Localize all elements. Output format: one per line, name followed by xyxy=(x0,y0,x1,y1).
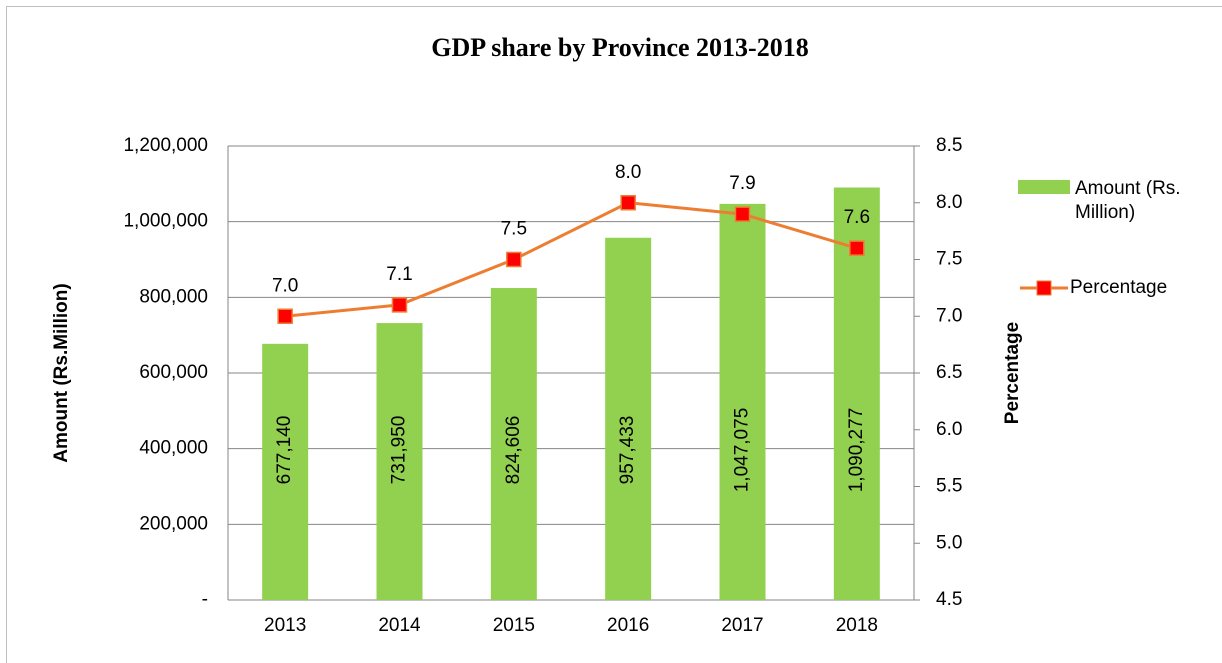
data-label: 8.0 xyxy=(615,162,641,183)
y2-tick-label: 6.0 xyxy=(936,419,962,440)
bar xyxy=(833,187,880,600)
y-axis-title: Amount (Rs.Million) xyxy=(51,283,72,462)
data-label: 7.6 xyxy=(844,207,870,228)
data-label: 7.0 xyxy=(272,275,298,296)
marker xyxy=(391,297,408,313)
data-label: 7.9 xyxy=(729,173,755,194)
chart-title: GDP share by Province 2013-2018 xyxy=(431,33,808,62)
y-tick-label: 400,000 xyxy=(139,438,208,459)
y-tick-label: 1,000,000 xyxy=(123,211,208,232)
y2-tick-label: 7.0 xyxy=(936,305,962,326)
data-label: 677,140 xyxy=(274,416,295,485)
y2-tick-label: 6.5 xyxy=(936,362,962,383)
legend-key xyxy=(1036,280,1052,296)
y2-tick-label: 7.5 xyxy=(936,249,962,270)
x-tick-label: 2015 xyxy=(493,615,535,636)
legend-entry: Amount (Rs. Million) xyxy=(1075,178,1181,223)
marker xyxy=(849,240,865,256)
y2-tick-label: 4.5 xyxy=(936,589,962,610)
y2-tick-label: 8.0 xyxy=(936,192,962,213)
marker xyxy=(620,195,636,211)
bar xyxy=(605,237,652,600)
y2-axis-title: Percentage xyxy=(1002,322,1023,424)
x-tick-label: 2017 xyxy=(721,615,763,636)
frame xyxy=(6,6,1222,663)
marker xyxy=(277,308,293,324)
y-tick-label: - xyxy=(202,589,208,610)
y2-tick-label: 5.0 xyxy=(936,532,962,553)
y2-tick-label: 8.5 xyxy=(936,135,962,156)
bar xyxy=(490,288,537,600)
y-tick-label: 1,200,000 xyxy=(123,135,208,156)
data-label: 957,433 xyxy=(617,416,638,485)
y2-tick-label: 5.5 xyxy=(936,476,962,497)
x-tick-label: 2014 xyxy=(378,615,421,636)
data-label: 7.1 xyxy=(386,264,412,285)
x-tick-label: 2018 xyxy=(836,615,878,636)
legend-entry: Percentage xyxy=(1070,277,1168,298)
bar xyxy=(262,343,309,600)
y-tick-label: 800,000 xyxy=(139,286,208,307)
marker xyxy=(506,251,522,268)
data-label: 1,090,277 xyxy=(846,408,867,493)
x-tick-label: 2016 xyxy=(607,615,649,636)
bar xyxy=(719,203,766,600)
y-tick-label: 600,000 xyxy=(139,362,208,383)
data-label: 1,047,075 xyxy=(732,408,753,493)
data-label: 824,606 xyxy=(503,416,524,485)
data-label: 731,950 xyxy=(389,416,410,485)
y-tick-label: 200,000 xyxy=(139,513,208,534)
line xyxy=(285,201,858,318)
data-label: 7.5 xyxy=(501,219,527,240)
marker xyxy=(734,206,751,222)
x-tick-label: 2013 xyxy=(264,615,306,636)
legend-key xyxy=(1018,180,1070,194)
bar xyxy=(376,323,423,600)
